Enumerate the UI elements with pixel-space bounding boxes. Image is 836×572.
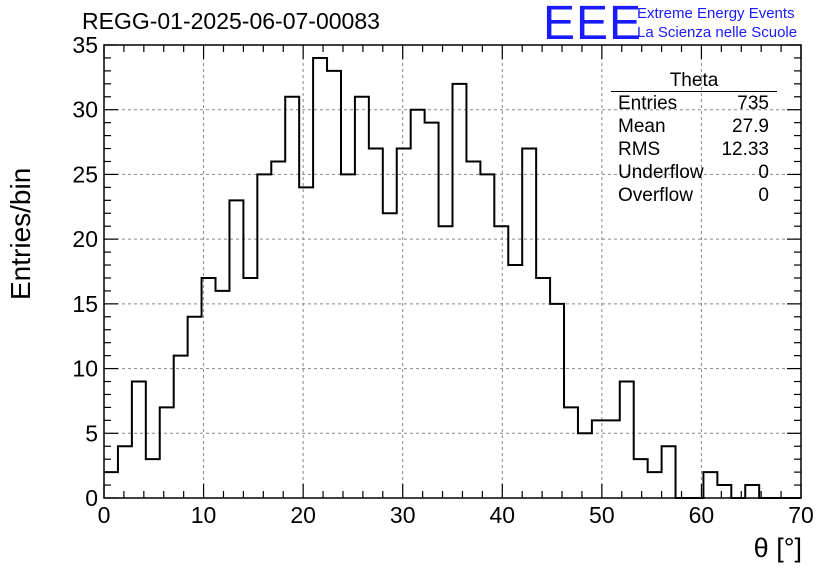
stats-label: RMS [618,139,661,160]
y-tick-label: 20 [72,226,98,252]
y-tick-label: 5 [85,420,98,446]
stats-label: Overflow [618,185,693,206]
logo-caption: Extreme Energy Events La Scienza nelle S… [637,4,797,42]
stats-box: Theta Entries 735 Mean 27.9 RMS 12.33 Un… [611,70,777,207]
x-axis-label: θ [°] [753,533,802,563]
y-tick-label: 25 [72,161,98,187]
x-tick-label: 40 [489,502,515,528]
y-tick-label: 0 [85,485,98,511]
x-tick-label: 10 [191,502,217,528]
stats-row-rms: RMS 12.33 [611,138,777,161]
x-tick-label: 60 [689,502,715,528]
x-tick-label: 70 [788,502,814,528]
logo-caption-line2: La Scienza nelle Scuole [637,24,798,41]
stats-label: Mean [618,116,666,137]
x-tick-label: 20 [290,502,316,528]
stats-value: 735 [737,93,769,114]
eee-logo: EEE [543,0,643,50]
y-tick-label: 10 [72,356,98,382]
x-tick-label: 30 [390,502,416,528]
y-tick-label: 35 [72,32,98,58]
histogram-outline [104,56,801,499]
y-tick-label: 30 [72,97,98,123]
stats-value: 0 [758,162,769,183]
stats-value: 12.33 [721,139,769,160]
chart-title: REGG-01-2025-06-07-00083 [82,8,380,34]
stats-row-entries: Entries 735 [611,92,777,115]
stats-title: Theta [611,70,777,92]
stats-row-overflow: Overflow 0 [611,184,777,207]
y-tick-label: 15 [72,291,98,317]
stats-row-underflow: Underflow 0 [611,161,777,184]
stats-row-mean: Mean 27.9 [611,115,777,138]
y-axis-label: Entries/bin [5,167,36,300]
stats-label: Underflow [618,162,704,183]
logo-caption-line1: Extreme Energy Events [637,5,795,22]
x-tick-label: 50 [589,502,615,528]
plot-frame [103,44,802,499]
x-tick-label: 0 [98,502,111,528]
stats-value: 27.9 [732,116,769,137]
stats-value: 0 [758,185,769,206]
stats-label: Entries [618,93,678,114]
tick-labels: 0 10 20 30 40 50 60 70 0 5 10 15 20 25 30 35 [72,32,813,528]
